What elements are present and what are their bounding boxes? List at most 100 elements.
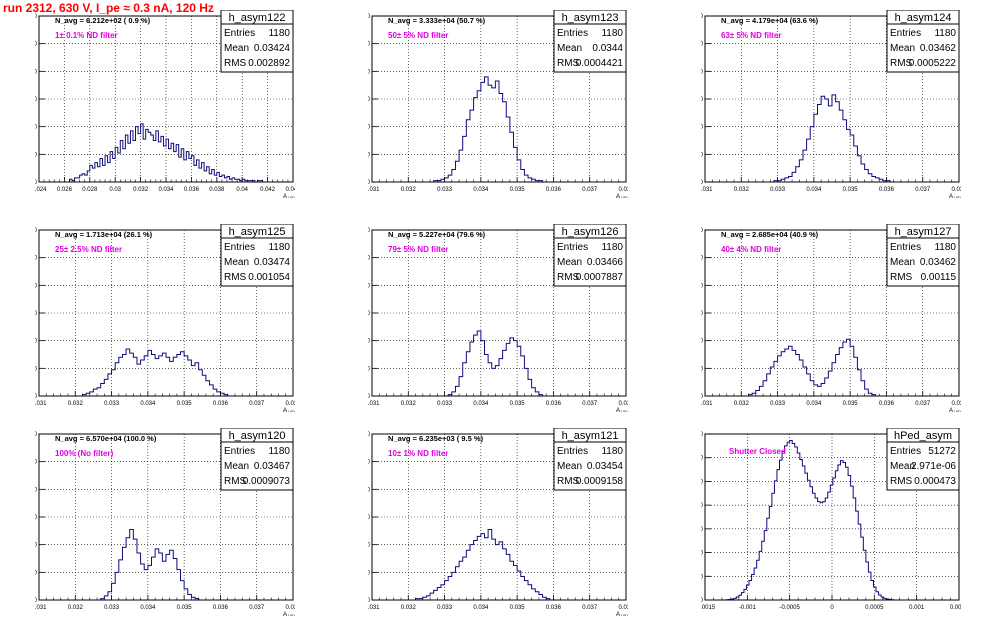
x-axis-label: A [949, 194, 953, 198]
y-tick-label: 60 [701, 97, 704, 103]
stats-value-rms: 0.001054 [248, 272, 290, 283]
x-axis-label-subscript: UID [954, 409, 961, 412]
x-tick-label: 0.036 [546, 187, 562, 193]
filter-annotation: 40± 4% ND filter [721, 245, 781, 254]
histogram-svg: 0.031 0.032 0.033 0.034 0.035 0.036 0.037 0.038… [368, 224, 628, 412]
x-axis-label: A [283, 408, 287, 412]
histogram-name: h_asym124 [895, 12, 952, 24]
x-tick-label: 0.037 [249, 605, 265, 611]
histogram-line [725, 440, 895, 601]
x-tick-label: 0.028 [82, 187, 98, 193]
x-axis-label-subscript: UID [954, 195, 961, 198]
y-tick-label: 40 [35, 543, 38, 549]
y-tick-label: 20 [368, 366, 371, 372]
y-tick-label: 40 [368, 543, 371, 549]
y-tick-label: 60 [368, 515, 371, 521]
stats-box [553, 10, 627, 73]
histogram-line [100, 528, 200, 600]
stats-label-mean: Mean [224, 257, 249, 268]
stats-label-mean: Mean [224, 43, 249, 54]
filter-annotation: 79± 5% ND filter [388, 245, 448, 254]
y-tick-label: 0 [701, 180, 704, 186]
x-tick-label: 0.036 [213, 605, 229, 611]
histogram-pad: 0.031 0.032 0.033 0.034 0.035 0.036 0.037 0.038… [368, 224, 628, 412]
x-tick-label: 0.037 [915, 401, 931, 407]
histogram-svg: 0.031 0.032 0.033 0.034 0.035 0.036 0.037 0.038… [701, 224, 961, 412]
y-tick-label: 100 [368, 256, 371, 262]
y-tick-label: 0 [35, 598, 38, 604]
histogram-line [68, 123, 264, 183]
x-tick-label: 0.037 [915, 187, 931, 193]
x-tick-label: 0.034 [473, 187, 489, 193]
y-tick-label: 80 [368, 69, 371, 75]
histogram-line [415, 528, 551, 600]
x-tick-label: 0.035 [843, 187, 859, 193]
x-tick-label: 0.031 [368, 401, 380, 407]
histogram-line [447, 330, 544, 396]
x-tick-label: 0.038 [618, 401, 628, 407]
x-tick-label: 0.033 [770, 187, 786, 193]
x-tick-label: 0.038 [285, 605, 295, 611]
y-tick-label: 120 [35, 228, 38, 234]
stats-value-rms: 0.00115 [921, 272, 957, 283]
y-tick-label: 100 [701, 42, 704, 48]
x-tick-label: 0.033 [104, 605, 120, 611]
x-tick-label: 0.031 [35, 605, 47, 611]
filter-annotation: 10± 1% ND filter [388, 449, 448, 458]
y-tick-label: 80 [35, 283, 38, 289]
y-tick-label: 40 [35, 339, 38, 345]
stats-value-mean: 0.03467 [254, 461, 291, 472]
histogram-line [82, 348, 229, 396]
x-tick-label: 0.033 [437, 605, 453, 611]
stats-value-rms: 0.000473 [914, 476, 956, 487]
x-tick-label: 0.033 [437, 187, 453, 193]
x-tick-label: 0.034 [806, 187, 822, 193]
stats-label-entries: Entries [890, 242, 921, 253]
x-tick-label: 0.035 [843, 401, 859, 407]
filter-annotation: 1± 0.1% ND filter [55, 31, 118, 40]
y-tick-label: 60 [35, 515, 38, 521]
stats-box [220, 428, 294, 491]
x-tick-label: 0.037 [249, 401, 265, 407]
y-tick-label: 20 [368, 570, 371, 576]
histogram-pad: 0.031 0.032 0.033 0.034 0.035 0.036 0.037 0.038… [368, 10, 628, 198]
x-tick-label: 0.034 [806, 401, 822, 407]
stats-value-mean: 0.03454 [587, 461, 624, 472]
stats-label-entries: Entries [224, 242, 255, 253]
x-tick-label: 0.032 [68, 605, 84, 611]
histogram-pad: 0.024 0.026 0.028 0.03 0.032 0.034 0.036 0.038 0… [35, 10, 295, 198]
stats-label-mean: Mean [890, 461, 915, 472]
y-tick-label: 120 [368, 432, 371, 438]
y-tick-label: 0 [35, 180, 38, 186]
y-tick-label: 100 [35, 256, 38, 262]
x-axis-label: A [616, 194, 620, 198]
x-tick-label: 0.031 [701, 401, 713, 407]
x-tick-label: -0.0015 [701, 605, 716, 611]
x-tick-label: 0.038 [209, 187, 225, 193]
x-tick-label: 0.033 [104, 401, 120, 407]
stats-value-entries: 1180 [601, 446, 623, 457]
x-axis-label-subscript: UID [621, 195, 628, 198]
y-tick-label: 1200 [701, 456, 704, 462]
y-tick-label: 60 [35, 97, 38, 103]
stats-box [220, 224, 294, 287]
histogram-pad: 0.031 0.032 0.033 0.034 0.035 0.036 0.037 0.038… [35, 428, 295, 616]
x-axis-label: A [283, 612, 287, 616]
x-tick-label: 0.036 [879, 187, 895, 193]
y-tick-label: 40 [701, 339, 704, 345]
histogram-pad: 0.031 0.032 0.033 0.034 0.035 0.036 0.037 0.038… [368, 428, 628, 616]
stats-label-entries: Entries [224, 28, 255, 39]
x-tick-label: 0.035 [510, 605, 526, 611]
x-tick-label: 0.031 [701, 187, 713, 193]
stats-box [553, 224, 627, 287]
stats-value-entries: 1180 [601, 242, 623, 253]
x-tick-label: 0.001 [909, 605, 925, 611]
x-axis-label-subscript: UID [288, 409, 295, 412]
stats-value-mean: 0.0344 [592, 43, 623, 54]
x-tick-label: 0.032 [401, 187, 417, 193]
x-tick-label: 0.031 [35, 401, 47, 407]
y-tick-label: 0 [368, 394, 371, 400]
x-tick-label: 0.031 [368, 605, 380, 611]
x-tick-label: 0.026 [57, 187, 73, 193]
x-tick-label: 0.032 [734, 187, 750, 193]
